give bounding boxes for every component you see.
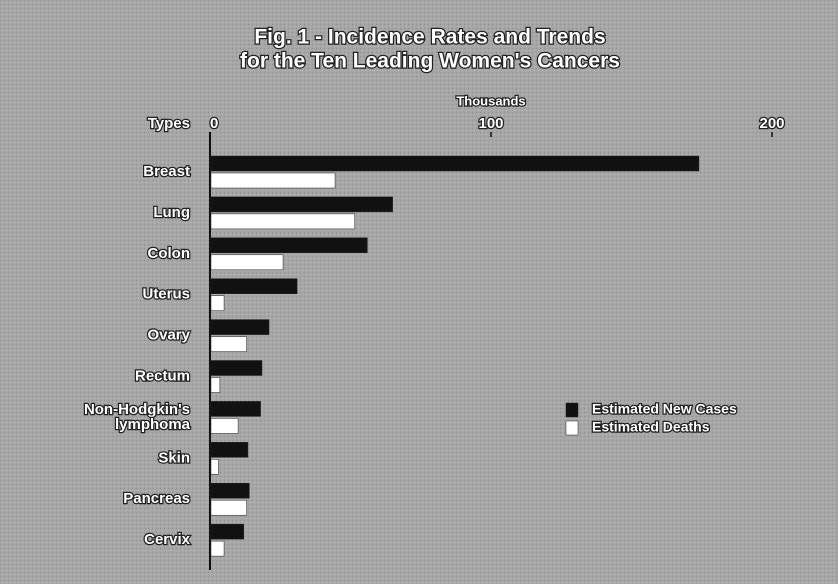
- chart-title: for the Ten Leading Women's Cancers: [240, 50, 620, 73]
- legend-swatch: [565, 420, 579, 436]
- bar: [210, 155, 700, 172]
- category-label: Lung: [153, 204, 190, 221]
- chart-title: Fig. 1 - Incidence Rates and Trends: [254, 26, 605, 49]
- bar: [210, 459, 219, 475]
- category-axis-label: Types: [148, 115, 190, 132]
- category-label: Non-Hodgkin's lymphoma: [84, 401, 191, 433]
- category-label: Skin: [158, 449, 190, 466]
- bar: [210, 196, 393, 213]
- category-label: Ovary: [147, 327, 190, 344]
- bar: [210, 278, 298, 294]
- category-label: Colon: [148, 245, 191, 262]
- bar: [210, 482, 250, 499]
- bar: [210, 442, 249, 458]
- bar: [210, 540, 225, 557]
- category-label: Breast: [143, 163, 190, 180]
- bar: [210, 295, 225, 311]
- category-label: Rectum: [135, 367, 190, 384]
- x-tick-label: 200: [759, 115, 784, 132]
- category-label: Uterus: [142, 286, 190, 303]
- bar: [210, 418, 239, 434]
- legend-swatch: [565, 402, 579, 418]
- bar: [210, 254, 284, 271]
- bar: [210, 377, 221, 393]
- bar: [210, 401, 261, 417]
- bar: [210, 172, 336, 189]
- legend-label: Estimated New Cases: [592, 401, 737, 417]
- bar: [210, 523, 244, 540]
- bar: [210, 319, 270, 335]
- category-label: Pancreas: [123, 490, 190, 507]
- bar: [210, 499, 247, 516]
- x-tick-label: 0: [210, 115, 218, 132]
- x-tick-label: 100: [478, 115, 503, 132]
- x-axis-label: Thousands: [456, 93, 525, 108]
- bar: [210, 360, 263, 376]
- bar: [210, 336, 247, 352]
- category-label: Cervix: [144, 531, 191, 548]
- bar: [210, 237, 368, 254]
- bar: [210, 213, 355, 230]
- legend-label: Estimated Deaths: [592, 419, 710, 435]
